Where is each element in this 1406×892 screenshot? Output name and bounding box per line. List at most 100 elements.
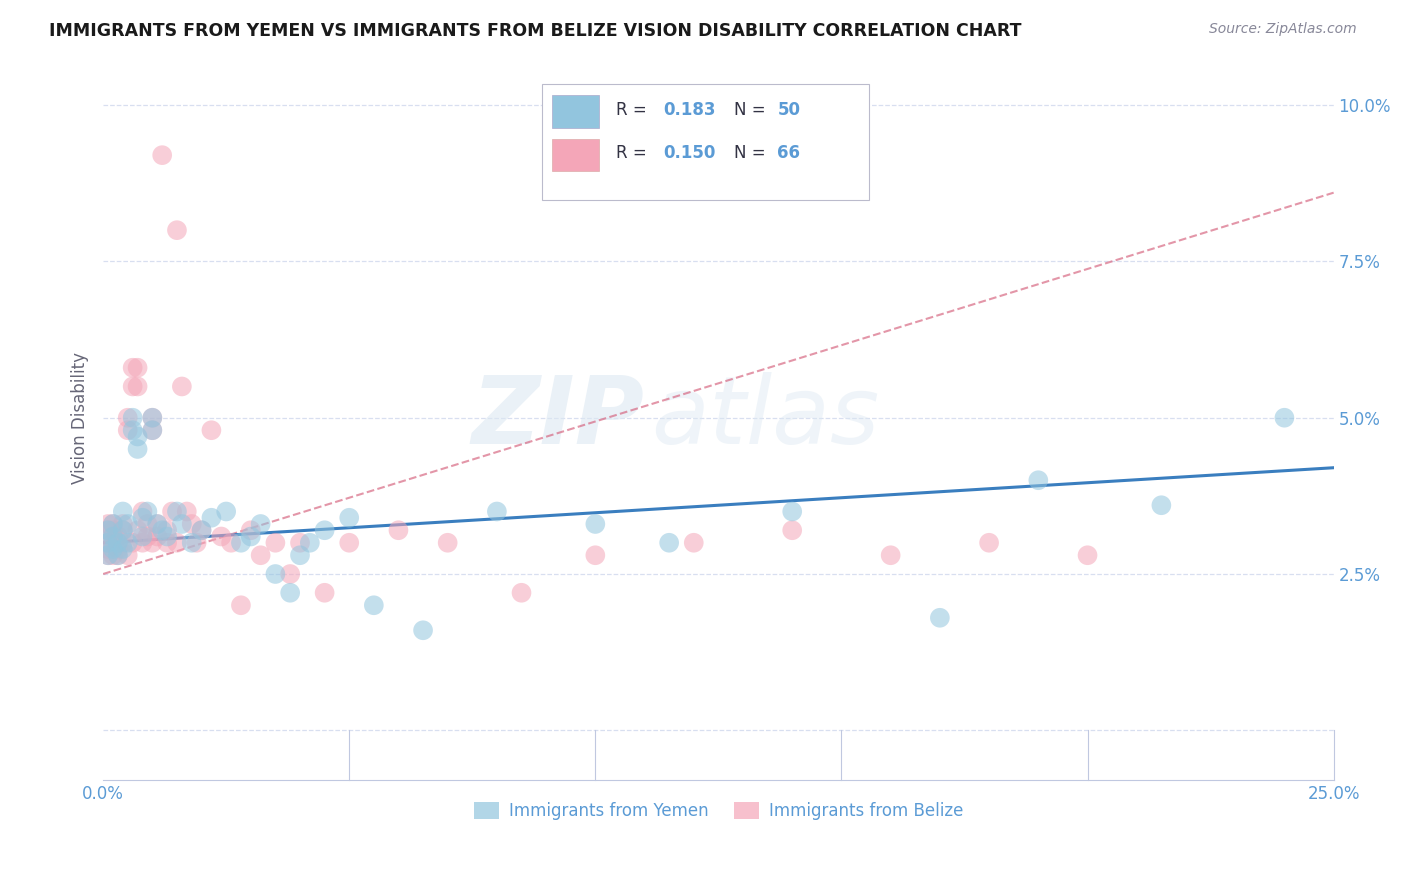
FancyBboxPatch shape: [543, 84, 869, 200]
Point: [166, 223, 188, 237]
Point: [117, 535, 139, 549]
Point: [337, 535, 360, 549]
Point: [278, 586, 301, 600]
Point: [97, 516, 120, 531]
Point: [485, 504, 508, 518]
Point: [127, 442, 149, 456]
Point: [121, 379, 143, 393]
Point: [101, 529, 124, 543]
Point: [176, 504, 198, 518]
Point: [180, 535, 202, 549]
Point: [156, 529, 179, 543]
Point: [436, 535, 458, 549]
Legend: Immigrants from Yemen, Immigrants from Belize: Immigrants from Yemen, Immigrants from B…: [467, 795, 970, 826]
Point: [131, 504, 153, 518]
Point: [583, 516, 606, 531]
Point: [239, 523, 262, 537]
Point: [127, 429, 149, 443]
Point: [1076, 548, 1098, 562]
Point: [111, 535, 134, 549]
Point: [1274, 410, 1296, 425]
Point: [780, 504, 803, 518]
Point: [928, 611, 950, 625]
Point: [200, 510, 222, 524]
FancyBboxPatch shape: [553, 95, 599, 128]
Text: 66: 66: [778, 144, 800, 162]
Point: [111, 541, 134, 556]
Point: [107, 548, 129, 562]
Point: [117, 423, 139, 437]
Text: 0.150: 0.150: [664, 144, 716, 162]
Point: [150, 523, 173, 537]
Point: [111, 523, 134, 537]
Point: [658, 535, 681, 549]
Point: [97, 548, 120, 562]
Point: [977, 535, 1000, 549]
Point: [117, 548, 139, 562]
Point: [111, 504, 134, 518]
Point: [101, 516, 124, 531]
Point: [97, 523, 120, 537]
Point: [141, 410, 163, 425]
Point: [136, 516, 159, 531]
Point: [363, 599, 385, 613]
Point: [170, 379, 193, 393]
Point: [141, 535, 163, 549]
Point: [146, 529, 169, 543]
Point: [239, 529, 262, 543]
Point: [97, 541, 120, 556]
Point: [166, 535, 188, 549]
Point: [127, 523, 149, 537]
Point: [583, 548, 606, 562]
Point: [117, 516, 139, 531]
Point: [780, 523, 803, 537]
Point: [170, 516, 193, 531]
Point: [107, 535, 129, 549]
Point: [160, 504, 183, 518]
Text: atlas: atlas: [651, 372, 879, 463]
Point: [117, 410, 139, 425]
Point: [101, 535, 124, 549]
Point: [314, 523, 336, 537]
Point: [101, 548, 124, 562]
Point: [111, 523, 134, 537]
Point: [107, 529, 129, 543]
Point: [219, 535, 242, 549]
Point: [121, 535, 143, 549]
Point: [229, 535, 252, 549]
Point: [156, 523, 179, 537]
Point: [249, 516, 271, 531]
Text: R =: R =: [616, 101, 652, 119]
Point: [121, 360, 143, 375]
Point: [387, 523, 409, 537]
Text: ZIP: ZIP: [471, 372, 644, 464]
Point: [412, 624, 434, 638]
Point: [127, 379, 149, 393]
Point: [190, 523, 212, 537]
Point: [879, 548, 901, 562]
Point: [121, 423, 143, 437]
Point: [264, 535, 287, 549]
Text: Source: ZipAtlas.com: Source: ZipAtlas.com: [1209, 22, 1357, 37]
Point: [131, 529, 153, 543]
Point: [1150, 498, 1173, 512]
Point: [314, 586, 336, 600]
Point: [180, 516, 202, 531]
Point: [136, 529, 159, 543]
Point: [215, 504, 238, 518]
Point: [209, 529, 232, 543]
Point: [298, 535, 321, 549]
Y-axis label: Vision Disability: Vision Disability: [72, 351, 89, 483]
Point: [97, 523, 120, 537]
Point: [278, 567, 301, 582]
FancyBboxPatch shape: [553, 138, 599, 171]
Point: [146, 516, 169, 531]
Point: [107, 535, 129, 549]
Point: [111, 516, 134, 531]
Point: [141, 423, 163, 437]
Point: [131, 535, 153, 549]
Point: [150, 148, 173, 162]
Point: [136, 504, 159, 518]
Point: [146, 516, 169, 531]
Point: [1026, 473, 1049, 487]
